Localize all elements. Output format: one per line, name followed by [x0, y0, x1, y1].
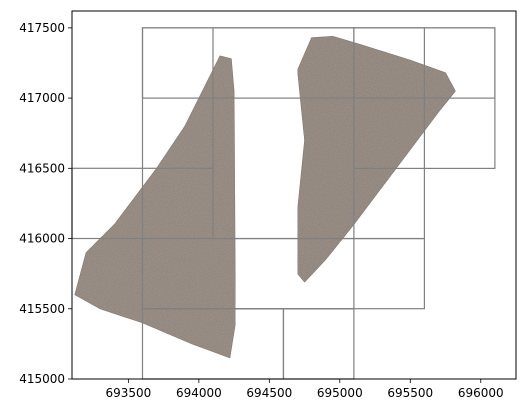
x-tick-label: 694500 [246, 386, 292, 400]
plot-frame [71, 10, 517, 380]
y-tick-label: 415500 [19, 302, 65, 316]
footprint-2 [297, 35, 456, 283]
tile-rect-8 [141, 27, 496, 99]
y-tick-label: 416500 [19, 161, 65, 175]
x-tick-label: 694000 [176, 386, 222, 400]
x-axis: 693500 694000 694500 695000 695500 696000 [105, 379, 504, 400]
y-tick-label: 416000 [19, 232, 65, 246]
x-tick-label: 695500 [387, 386, 433, 400]
tile-grid [71, 27, 496, 380]
y-tick-label: 417000 [19, 91, 65, 105]
x-tick-label: 695000 [317, 386, 363, 400]
y-tick-label: 417500 [19, 21, 65, 35]
footprint-1 [74, 55, 236, 359]
imagery-footprints [74, 35, 456, 359]
x-tick-label: 693500 [105, 386, 151, 400]
x-tick-label: 696000 [458, 386, 504, 400]
y-axis: 415000 415500 416000 416500 417000 417500 [19, 21, 72, 386]
y-tick-label: 415000 [19, 372, 65, 386]
tile-rect-3 [282, 308, 355, 380]
